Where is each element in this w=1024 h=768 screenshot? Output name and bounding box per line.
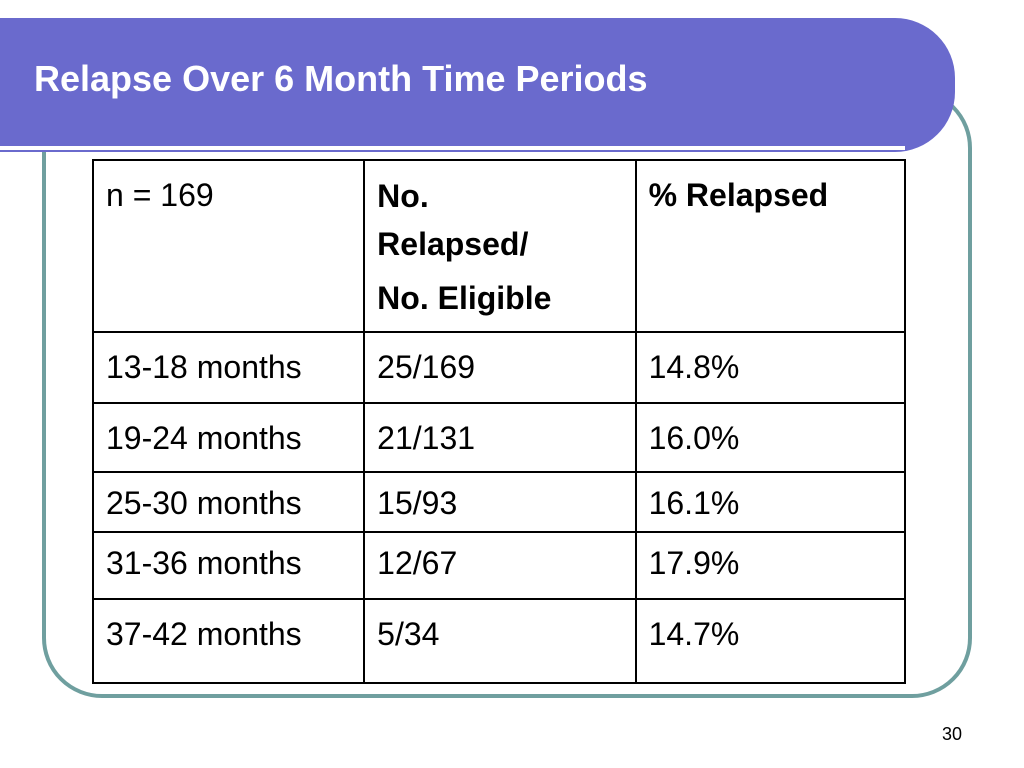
header-cell-percent-relapsed: % Relapsed [634, 159, 907, 333]
ratio-cell: 15/93 [363, 471, 637, 533]
period-cell: 13-18 months [91, 331, 366, 404]
period-cell: 19-24 months [91, 402, 366, 473]
table-row: 13-18 months 25/169 14.8% [91, 331, 907, 404]
table-row: 31-36 months 12/67 17.9% [91, 531, 907, 600]
header-cell-relapsed-eligible: No. Relapsed/ No. Eligible [363, 159, 637, 333]
percent-cell: 16.0% [634, 402, 907, 473]
percent-cell: 16.1% [634, 471, 907, 533]
header-line: No. Eligible [377, 280, 552, 316]
slide-title: Relapse Over 6 Month Time Periods [34, 58, 648, 99]
ratio-cell: 25/169 [363, 331, 637, 404]
title-bar [0, 18, 955, 152]
table-row: 19-24 months 21/131 16.0% [91, 402, 907, 473]
percent-cell: 14.8% [634, 331, 907, 404]
period-cell: 37-42 months [91, 598, 366, 684]
title-underline [0, 146, 905, 150]
ratio-cell: 12/67 [363, 531, 637, 600]
header-line: No. [377, 178, 429, 214]
period-cell: 31-36 months [91, 531, 366, 600]
relapse-table: n = 169 No. Relapsed/ No. Eligible % Rel… [91, 159, 907, 684]
ratio-cell: 5/34 [363, 598, 637, 684]
table-row: 37-42 months 5/34 14.7% [91, 598, 907, 684]
table-header-row: n = 169 No. Relapsed/ No. Eligible % Rel… [91, 159, 907, 333]
header-line: Relapsed/ [377, 226, 529, 262]
percent-cell: 17.9% [634, 531, 907, 600]
header-cell-n: n = 169 [91, 159, 366, 333]
percent-cell: 14.7% [634, 598, 907, 684]
table-row: 25-30 months 15/93 16.1% [91, 471, 907, 533]
period-cell: 25-30 months [91, 471, 366, 533]
slide-number: 30 [941, 724, 962, 744]
ratio-cell: 21/131 [363, 402, 637, 473]
